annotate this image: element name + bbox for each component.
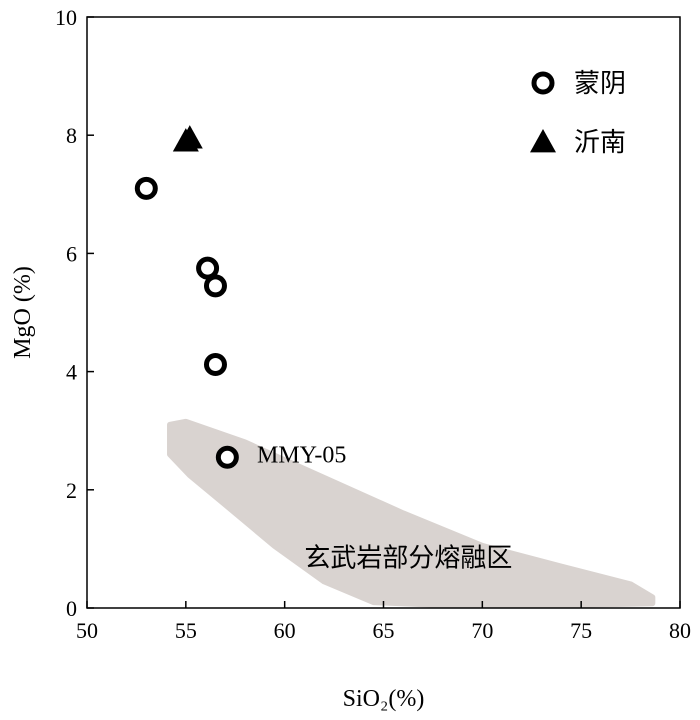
y-tick-label: 0: [66, 596, 77, 621]
y-tick-label: 4: [66, 360, 77, 385]
y-tick-label: 2: [66, 478, 77, 503]
data-point: [196, 256, 220, 280]
partial-melting-region: [167, 418, 656, 609]
legend-label: 沂南: [574, 128, 626, 158]
region-label: 玄武岩部分熔融区: [304, 544, 512, 574]
data-point: [203, 274, 227, 298]
x-axis-ticks: 50 55 60 65 70 75 80: [76, 601, 691, 643]
legend-marker: [531, 71, 555, 95]
data-point: [176, 125, 203, 149]
annotations: MMY-05: [257, 442, 346, 468]
x-tick-label: 80: [669, 618, 691, 643]
x-tick-label: 70: [471, 618, 493, 643]
x-tick-label: 65: [373, 618, 395, 643]
x-tick-label: 50: [76, 618, 98, 643]
data-point: [215, 445, 239, 469]
y-tick-label: 6: [66, 241, 77, 266]
y-axis-ticks: 0 2 4 6 8 10: [55, 5, 94, 621]
x-tick-label: 75: [570, 618, 592, 643]
data-point: [203, 353, 227, 377]
y-tick-label: 10: [55, 5, 77, 30]
y-axis-title: MgO (%): [10, 266, 36, 359]
x-axis-title: SiO₂(%): [343, 686, 425, 712]
data-point: [134, 176, 158, 200]
x-tick-label: 55: [175, 618, 197, 643]
legend-label: 蒙阴: [574, 69, 626, 99]
x-tick-label: 60: [274, 618, 296, 643]
data-points: [134, 125, 239, 469]
y-tick-label: 8: [66, 123, 77, 148]
legend-marker: [530, 129, 556, 153]
point-annotation: MMY-05: [257, 442, 346, 468]
